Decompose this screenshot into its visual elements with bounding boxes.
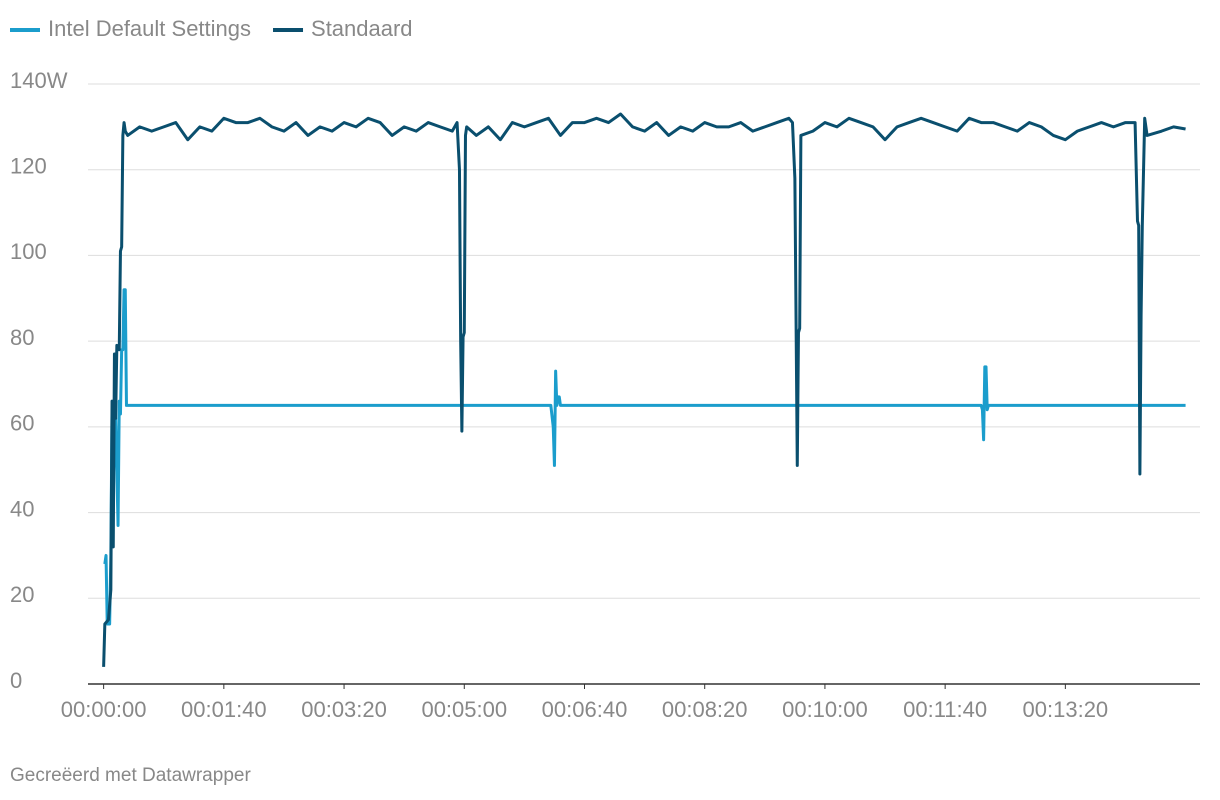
- footer: Gecreëerd met Datawrapper: [10, 765, 251, 786]
- x-tick-label: 00:10:00: [782, 697, 868, 722]
- x-tick-label: 00:13:20: [1023, 697, 1109, 722]
- x-tick-label: 00:00:00: [61, 697, 147, 722]
- y-tick-label: 20: [10, 582, 34, 607]
- legend-label: Standaard: [311, 16, 413, 41]
- y-tick-label: 140W: [10, 68, 68, 93]
- x-tick-label: 00:08:20: [662, 697, 748, 722]
- x-tick-label: 00:01:40: [181, 697, 267, 722]
- series-line: [102, 112, 1186, 667]
- x-tick-label: 00:06:40: [542, 697, 628, 722]
- y-tick-label: 80: [10, 325, 34, 350]
- x-tick-label: 00:03:20: [301, 697, 387, 722]
- y-tick-label: 60: [10, 411, 34, 436]
- y-tick-label: 0: [10, 668, 22, 693]
- y-tick-label: 40: [10, 496, 34, 521]
- series-line: [103, 288, 1186, 626]
- y-tick-label: 100: [10, 239, 47, 264]
- x-tick-label: 00:11:40: [903, 697, 987, 722]
- x-tick-label: 00:05:00: [421, 697, 507, 722]
- legend-label: Intel Default Settings: [48, 16, 251, 41]
- y-tick-label: 120: [10, 154, 47, 179]
